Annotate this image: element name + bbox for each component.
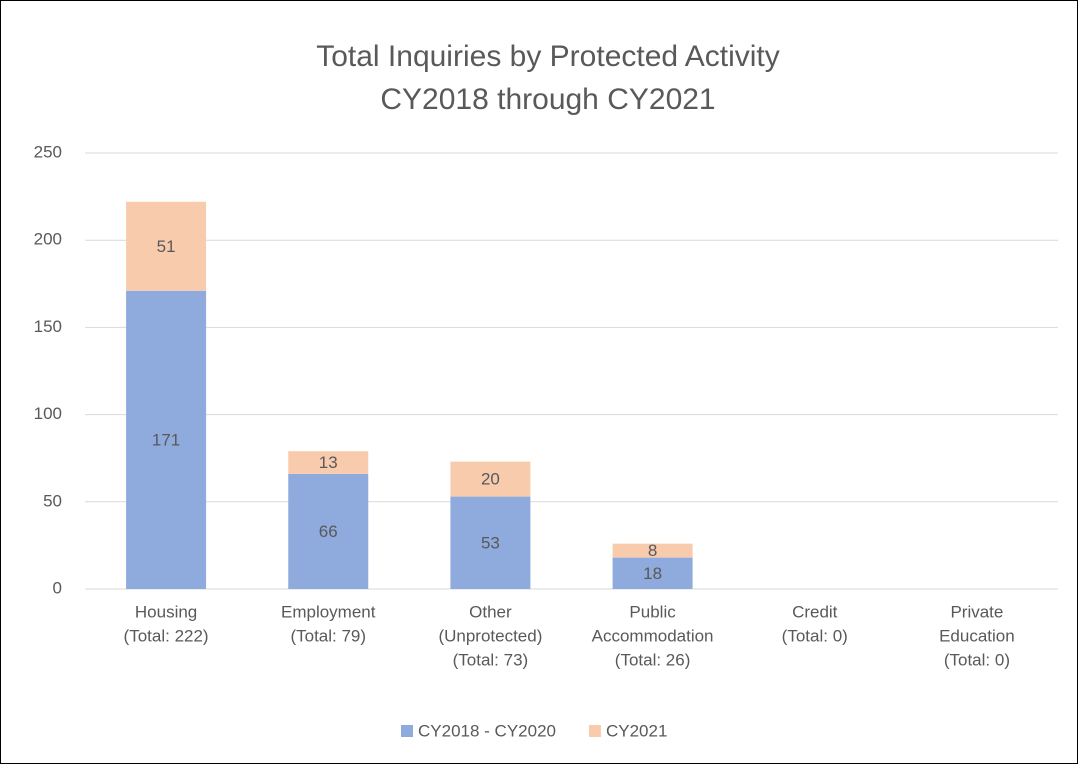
bar-segment xyxy=(126,201,207,291)
data-label: 18 xyxy=(643,564,662,583)
y-tick-label: 50 xyxy=(43,491,62,510)
data-label: 171 xyxy=(152,430,180,449)
x-tick-label: Credit xyxy=(792,602,838,621)
legend-label: CY2018 - CY2020 xyxy=(418,721,556,740)
bar-segment xyxy=(288,451,369,474)
bar-segment xyxy=(126,290,207,589)
data-label: 13 xyxy=(319,453,338,472)
x-tick-label: Accommodation xyxy=(592,626,714,645)
legend-label: CY2021 xyxy=(606,721,667,740)
x-tick-label: (Total: 0) xyxy=(782,626,848,645)
x-tick-label: (Unprotected) xyxy=(438,626,542,645)
x-tick-label: (Total: 26) xyxy=(615,650,691,669)
bar-segment xyxy=(450,496,531,589)
chart-subtitle: CY2018 through CY2021 xyxy=(380,83,715,116)
chart-title: Total Inquiries by Protected Activity xyxy=(316,40,780,73)
y-tick-label: 150 xyxy=(34,317,62,336)
x-tick-label: Employment xyxy=(281,602,376,621)
bar-segment xyxy=(612,557,693,589)
legend-swatch xyxy=(401,725,413,737)
x-tick-label: Education xyxy=(939,626,1015,645)
bar-segment xyxy=(612,543,693,558)
x-tick-label: (Total: 73) xyxy=(453,650,529,669)
data-label: 20 xyxy=(481,470,500,489)
x-tick-label: Private xyxy=(950,602,1003,621)
x-tick-label: Public xyxy=(629,602,676,621)
data-label: 53 xyxy=(481,533,500,552)
data-label: 66 xyxy=(319,522,338,541)
x-tick-label: (Total: 222) xyxy=(124,626,209,645)
bar-segment xyxy=(450,461,531,497)
y-tick-label: 0 xyxy=(53,578,62,597)
x-tick-label: (Total: 79) xyxy=(290,626,366,645)
x-tick-label: Housing xyxy=(135,602,197,621)
y-tick-label: 250 xyxy=(34,142,62,161)
data-label: 51 xyxy=(157,237,176,256)
x-tick-label: (Total: 0) xyxy=(944,650,1010,669)
x-tick-label: Other xyxy=(469,602,512,621)
y-tick-label: 200 xyxy=(34,230,62,249)
bar-segment xyxy=(288,473,369,589)
y-tick-label: 100 xyxy=(34,404,62,423)
data-label: 8 xyxy=(648,541,657,560)
legend-swatch xyxy=(588,725,601,737)
